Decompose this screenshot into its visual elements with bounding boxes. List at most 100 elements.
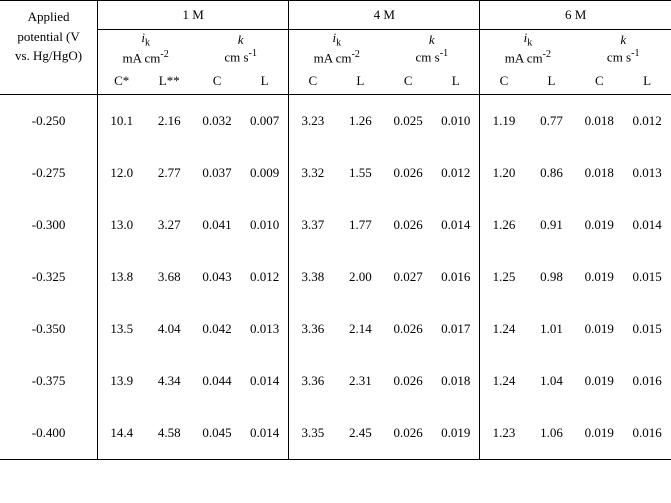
cell-value: 0.026 [384, 355, 432, 407]
cl-l-4m-k: L [432, 68, 480, 95]
ap-line1: Applied [0, 7, 97, 27]
data-table: Applied potential (V vs. Hg/HgO) 1 M 4 M… [0, 0, 671, 460]
cell-value: 2.45 [337, 407, 385, 460]
cl-c-4m-k: C [384, 68, 432, 95]
cell-potential: -0.350 [0, 303, 98, 355]
cell-value: 0.045 [193, 407, 241, 460]
cell-value: 0.019 [575, 407, 623, 460]
cell-value: 0.012 [432, 147, 480, 199]
cl-l-1m-ik: L** [145, 68, 193, 95]
header-row-cl: C* L** C L C L C L C L C L [0, 68, 671, 95]
cell-value: 1.24 [480, 303, 528, 355]
cl-c-6m-ik: C [480, 68, 528, 95]
cell-value: 0.013 [623, 147, 671, 199]
cell-value: 1.26 [337, 95, 385, 148]
table-body: -0.25010.12.160.0320.0073.231.260.0250.0… [0, 95, 671, 460]
conc-6m: 6 M [480, 1, 671, 30]
cell-value: 0.007 [241, 95, 289, 148]
cell-value: 0.010 [432, 95, 480, 148]
cell-value: 0.018 [575, 147, 623, 199]
cell-value: 1.19 [480, 95, 528, 148]
cell-value: 4.04 [145, 303, 193, 355]
cell-value: 1.77 [337, 199, 385, 251]
cell-value: 0.043 [193, 251, 241, 303]
cell-value: 0.014 [241, 355, 289, 407]
cell-value: 0.91 [528, 199, 576, 251]
cell-value: 0.042 [193, 303, 241, 355]
conc-4m: 4 M [289, 1, 480, 30]
cell-potential: -0.275 [0, 147, 98, 199]
cell-value: 2.14 [337, 303, 385, 355]
unit-k-1m: k cm s-1 [193, 30, 289, 69]
table-row: -0.40014.44.580.0450.0143.352.450.0260.0… [0, 407, 671, 460]
unit-k-6m: k cm s-1 [575, 30, 671, 69]
cell-potential: -0.250 [0, 95, 98, 148]
cell-value: 10.1 [98, 95, 146, 148]
cell-value: 2.77 [145, 147, 193, 199]
cell-value: 14.4 [98, 407, 146, 460]
cl-c-1m-ik: C* [98, 68, 146, 95]
cell-value: 0.032 [193, 95, 241, 148]
cell-value: 3.36 [289, 303, 337, 355]
cell-value: 0.026 [384, 407, 432, 460]
cl-l-4m-ik: L [337, 68, 385, 95]
table-header: Applied potential (V vs. Hg/HgO) 1 M 4 M… [0, 1, 671, 95]
cell-value: 0.009 [241, 147, 289, 199]
cell-value: 0.98 [528, 251, 576, 303]
cell-value: 1.01 [528, 303, 576, 355]
cell-value: 0.010 [241, 199, 289, 251]
cell-value: 0.018 [575, 95, 623, 148]
cell-value: 0.018 [432, 355, 480, 407]
cell-value: 2.16 [145, 95, 193, 148]
cell-value: 0.015 [623, 303, 671, 355]
cell-value: 0.014 [623, 199, 671, 251]
cell-value: 0.77 [528, 95, 576, 148]
cell-value: 0.014 [432, 199, 480, 251]
cell-value: 0.026 [384, 303, 432, 355]
unit-ik-6m: ik mA cm-2 [480, 30, 576, 69]
applied-potential-header: Applied potential (V vs. Hg/HgO) [0, 1, 98, 69]
cell-value: 0.025 [384, 95, 432, 148]
cell-value: 0.016 [623, 355, 671, 407]
cell-value: 4.34 [145, 355, 193, 407]
cell-value: 1.04 [528, 355, 576, 407]
conc-1m: 1 M [98, 1, 289, 30]
ap-line2: potential (V [0, 27, 97, 47]
cell-value: 0.019 [432, 407, 480, 460]
cell-value: 3.37 [289, 199, 337, 251]
cell-value: 2.31 [337, 355, 385, 407]
cell-value: 4.58 [145, 407, 193, 460]
cell-value: 3.27 [145, 199, 193, 251]
cell-value: 0.044 [193, 355, 241, 407]
cell-value: 2.00 [337, 251, 385, 303]
cell-value: 0.016 [623, 407, 671, 460]
cell-value: 3.38 [289, 251, 337, 303]
cl-blank [0, 68, 98, 95]
cell-potential: -0.375 [0, 355, 98, 407]
cell-value: 3.35 [289, 407, 337, 460]
ap-line3: vs. Hg/HgO) [0, 46, 97, 66]
cell-value: 13.9 [98, 355, 146, 407]
table-row: -0.35013.54.040.0420.0133.362.140.0260.0… [0, 303, 671, 355]
cell-value: 12.0 [98, 147, 146, 199]
cell-value: 1.24 [480, 355, 528, 407]
cell-value: 0.019 [575, 251, 623, 303]
cell-value: 0.037 [193, 147, 241, 199]
table-row: -0.32513.83.680.0430.0123.382.000.0270.0… [0, 251, 671, 303]
cell-value: 0.016 [432, 251, 480, 303]
table-row: -0.30013.03.270.0410.0103.371.770.0260.0… [0, 199, 671, 251]
cell-value: 3.23 [289, 95, 337, 148]
unit-ik-1m: ik mA cm-2 [98, 30, 194, 69]
cell-value: 1.26 [480, 199, 528, 251]
cell-potential: -0.325 [0, 251, 98, 303]
cell-value: 1.25 [480, 251, 528, 303]
cell-value: 0.027 [384, 251, 432, 303]
table-row: -0.25010.12.160.0320.0073.231.260.0250.0… [0, 95, 671, 148]
cl-c-1m-k: C [193, 68, 241, 95]
cl-c-4m-ik: C [289, 68, 337, 95]
cell-value: 1.20 [480, 147, 528, 199]
cl-l-6m-ik: L [528, 68, 576, 95]
table-row: -0.27512.02.770.0370.0093.321.550.0260.0… [0, 147, 671, 199]
cell-value: 0.012 [241, 251, 289, 303]
cell-value: 0.019 [575, 303, 623, 355]
